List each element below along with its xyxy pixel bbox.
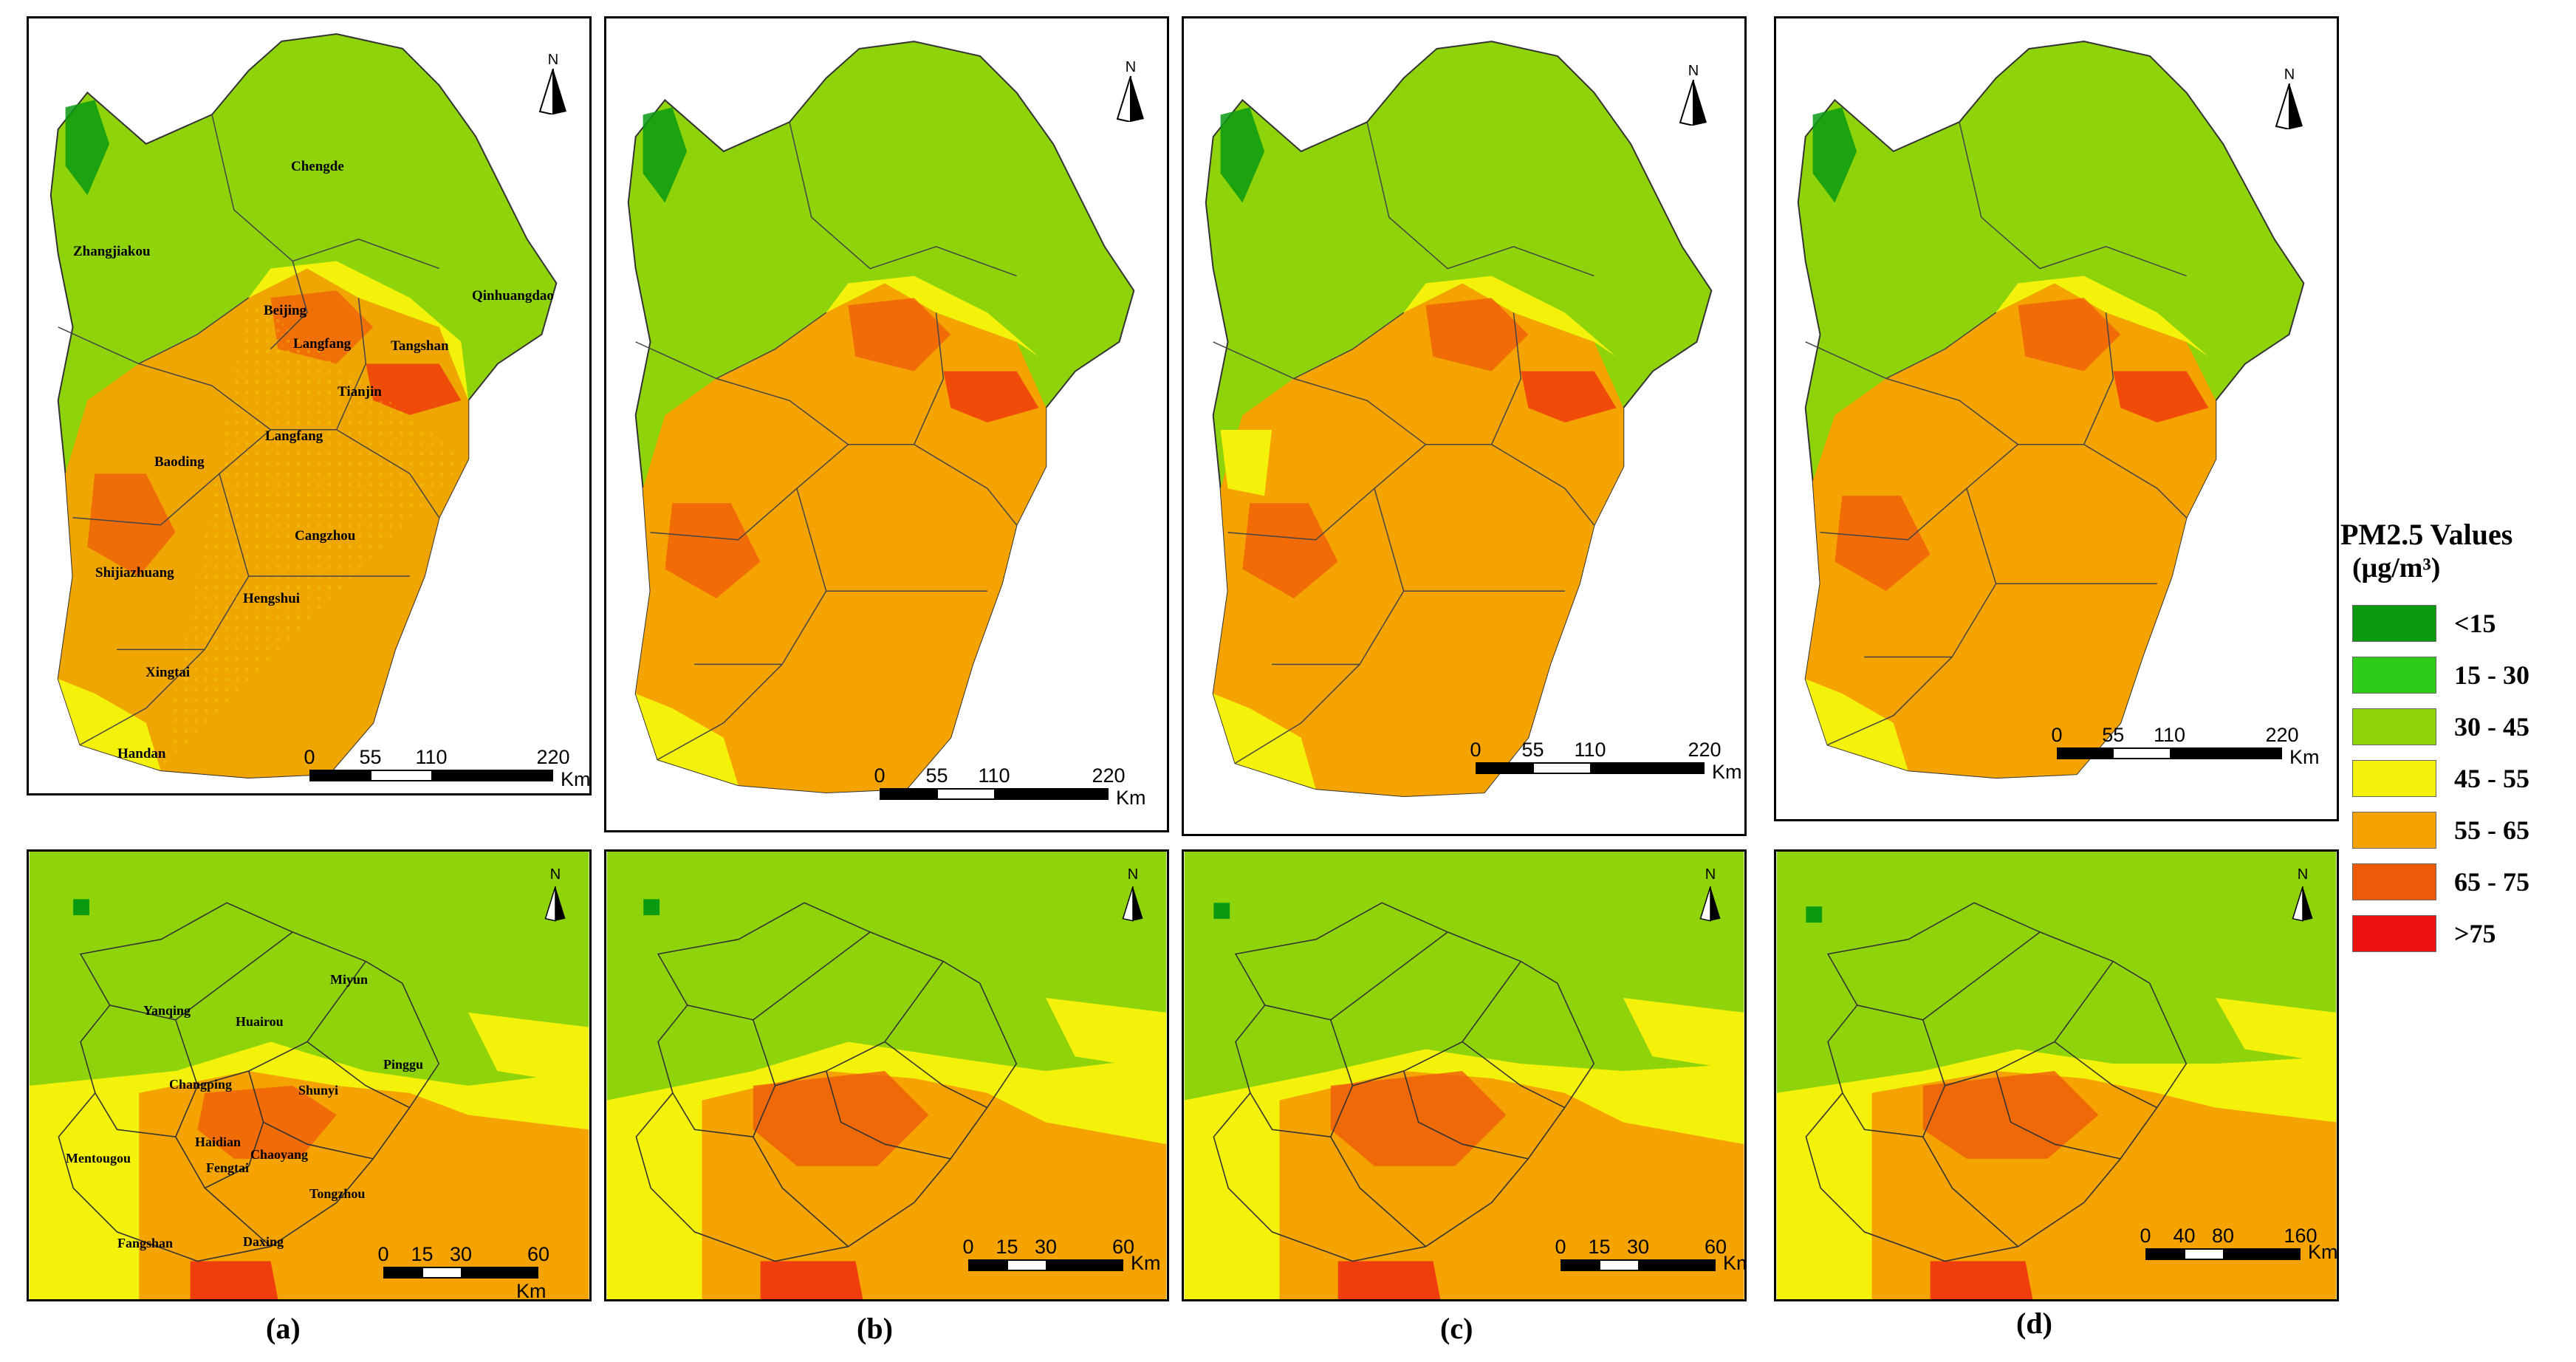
map-raster	[606, 852, 1167, 1299]
north-arrow-icon: N	[531, 52, 575, 118]
city-label: Beijing	[264, 303, 307, 318]
north-arrow-icon: N	[1109, 59, 1153, 126]
north-arrow-icon: N	[2267, 66, 2312, 133]
legend-swatch	[2352, 812, 2436, 849]
legend-swatch	[2352, 605, 2436, 642]
legend-title: PM2.5 Values	[2340, 518, 2513, 551]
map-raster	[1797, 41, 2305, 779]
scale-bar: 0 55 110 220 Km	[874, 764, 1146, 809]
beijing-map-b: N 0 15 30 60 Km	[604, 849, 1169, 1301]
map-raster	[1184, 852, 1744, 1299]
city-label: Shijiazhuang	[95, 565, 174, 581]
north-arrow-icon: N	[533, 866, 578, 928]
panel-label-c: (c)	[1440, 1312, 1473, 1345]
legend-swatch	[2352, 863, 2436, 900]
district-label: Haidian	[195, 1135, 242, 1149]
city-label: Hengshui	[243, 591, 301, 606]
legend-item: 15 - 30	[2352, 657, 2529, 694]
panel-label-d: (d)	[2016, 1307, 2052, 1340]
map-raster	[1776, 852, 2337, 1299]
legend-item: >75	[2352, 915, 2529, 952]
district-label: Miyun	[330, 972, 369, 987]
beijing-map-a: Miyun Yanqing Huairou Pinggu Changping S…	[27, 849, 592, 1301]
scale-bar: 0 55 110 220 Km	[304, 746, 591, 790]
district-label: Shunyi	[298, 1083, 339, 1098]
city-label: Zhangjiakou	[73, 244, 151, 259]
region-map-b: N 0 55 110 220 Km	[604, 16, 1169, 832]
scale-bar: 0 40 80 160 Km	[2140, 1225, 2338, 1263]
legend-label: <15	[2454, 609, 2496, 638]
legend-swatch	[2352, 760, 2436, 797]
region-map-a: Chengde Zhangjiakou Qinhuangdao Beijing …	[27, 16, 592, 795]
map-raster	[29, 852, 589, 1299]
north-arrow-icon: N	[2281, 866, 2325, 928]
pm25-legend: PM2.5 Values (μg/m³) <15 15 - 30 30 - 45…	[2340, 517, 2529, 968]
city-label: Langfang	[293, 336, 352, 352]
legend-label: 65 - 75	[2454, 867, 2529, 897]
legend-item: 65 - 75	[2352, 863, 2529, 900]
legend-label: 45 - 55	[2454, 764, 2529, 793]
city-label: Xingtai	[145, 665, 191, 680]
north-arrow-icon: N	[1688, 866, 1733, 928]
legend-item: 55 - 65	[2352, 812, 2529, 849]
legend-swatch	[2352, 915, 2436, 952]
city-label: Tianjin	[338, 384, 382, 400]
city-label: Langfang	[265, 428, 323, 444]
district-label: Pinggu	[383, 1057, 424, 1072]
city-label: Chengde	[291, 159, 344, 174]
legend-item: 45 - 55	[2352, 760, 2529, 797]
map-raster	[1205, 41, 1713, 798]
scale-bar: 0 55 110 220 Km	[2051, 724, 2320, 768]
beijing-map-d: N 0 40 80 160 Km	[1774, 849, 2339, 1301]
city-label: Baoding	[154, 454, 205, 470]
legend-label: 30 - 45	[2454, 712, 2529, 742]
legend-item: <15	[2352, 605, 2529, 642]
legend-label: 15 - 30	[2454, 660, 2529, 690]
district-label: Tongzhou	[309, 1186, 366, 1201]
city-label: Qinhuangdao	[472, 288, 554, 304]
district-label: Chaoyang	[250, 1147, 309, 1162]
legend-swatch	[2352, 708, 2436, 745]
legend-label: >75	[2454, 919, 2496, 948]
district-label: Yanqing	[143, 1003, 191, 1018]
district-label: Changping	[169, 1077, 233, 1092]
north-arrow-icon: N	[1671, 63, 1716, 129]
city-label: Tangshan	[391, 338, 449, 354]
district-label: Fengtai	[206, 1160, 249, 1175]
city-label: Cangzhou	[295, 528, 356, 544]
legend-unit: (μg/m³)	[2352, 552, 2441, 584]
map-raster	[49, 32, 558, 779]
map-raster	[627, 41, 1135, 794]
panel-label-b: (b)	[857, 1312, 893, 1345]
district-label: Huairou	[236, 1014, 284, 1029]
scale-bar: 0 55 110 220 Km	[1470, 739, 1742, 783]
legend-label: 55 - 65	[2454, 815, 2529, 845]
district-label: Fangshan	[117, 1236, 174, 1250]
district-label: Mentougou	[66, 1151, 131, 1166]
region-map-d: N 0 55 110 220 Km	[1774, 16, 2339, 821]
region-map-c: N 0 55 110 220 Km	[1182, 16, 1747, 836]
legend-swatch	[2352, 657, 2436, 694]
north-arrow-icon: N	[1111, 866, 1155, 928]
legend-item: 30 - 45	[2352, 708, 2529, 745]
panel-label-a: (a)	[266, 1312, 301, 1345]
city-label: Handan	[117, 746, 166, 762]
district-label: Daxing	[243, 1234, 284, 1249]
